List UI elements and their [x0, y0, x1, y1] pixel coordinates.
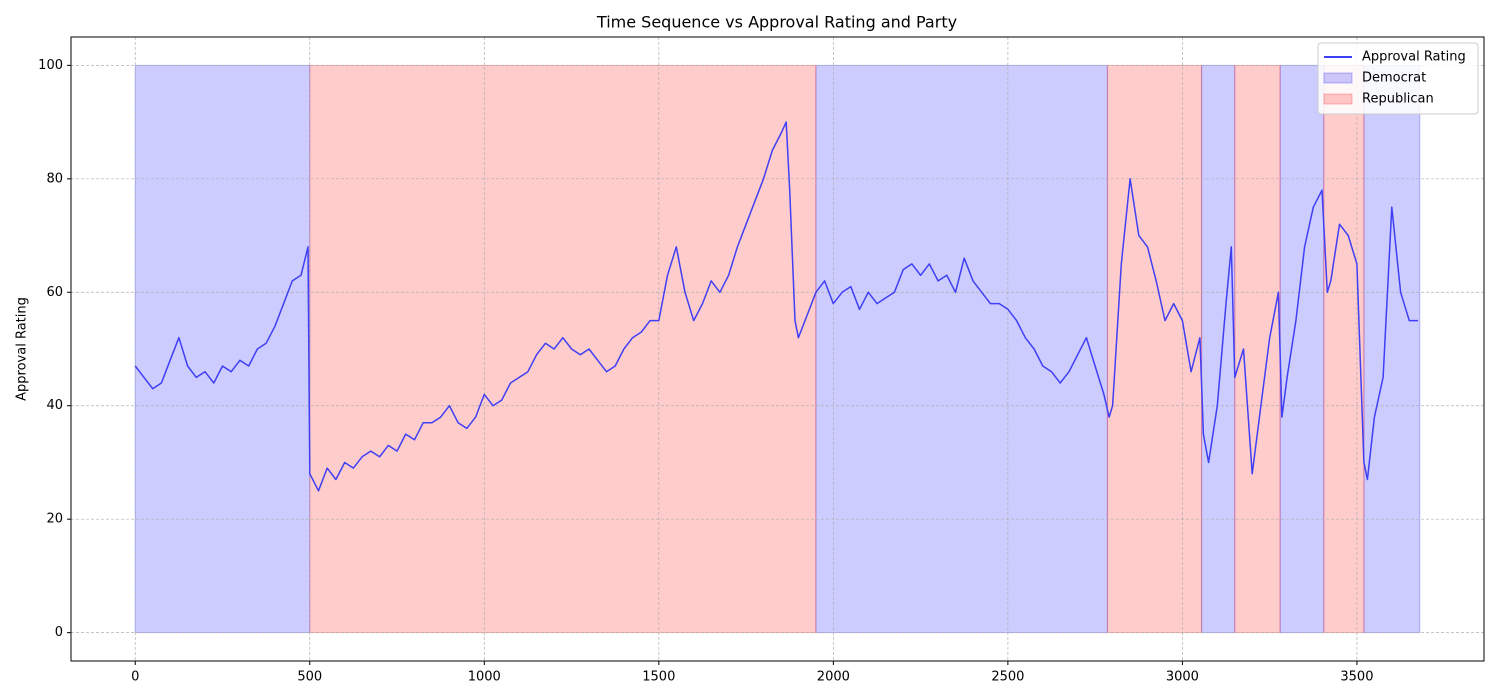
party-span	[1279, 64, 1325, 634]
party-span	[309, 64, 817, 634]
party-span	[1323, 64, 1365, 634]
x-tick-label: 1000	[468, 670, 501, 685]
legend-label: Republican	[1362, 92, 1434, 107]
plot-frame	[70, 36, 1485, 662]
x-tick-label: 0	[131, 670, 139, 685]
x-tick-label: 1500	[642, 670, 675, 685]
y-tick-label: 0	[55, 625, 63, 640]
party-span	[1106, 64, 1203, 634]
x-tick-label: 2000	[817, 670, 850, 685]
approval-line	[134, 121, 1418, 492]
x-tick-label: 500	[297, 670, 322, 685]
y-tick-label: 100	[38, 58, 63, 73]
legend-patch	[1323, 72, 1353, 84]
legend-box	[1317, 42, 1479, 115]
x-tick-label: 3000	[1166, 670, 1199, 685]
y-tick-label: 20	[46, 512, 63, 527]
legend-label: Democrat	[1362, 71, 1426, 86]
party-span	[1201, 64, 1236, 634]
y-tick-label: 40	[46, 398, 63, 413]
y-tick-label: 60	[46, 285, 63, 300]
y-axis-label: Approval Rating	[15, 297, 30, 401]
chart-title: Time Sequence vs Approval Rating and Par…	[596, 13, 957, 32]
party-span	[1363, 64, 1421, 634]
legend-patch	[1323, 93, 1353, 105]
x-tick-label: 3500	[1340, 670, 1373, 685]
y-tick-label: 80	[46, 171, 63, 186]
party-span	[815, 64, 1108, 634]
party-span	[1234, 64, 1281, 634]
party-span	[134, 64, 311, 634]
legend-label: Approval Rating	[1362, 50, 1466, 65]
x-tick-label: 2500	[991, 670, 1024, 685]
